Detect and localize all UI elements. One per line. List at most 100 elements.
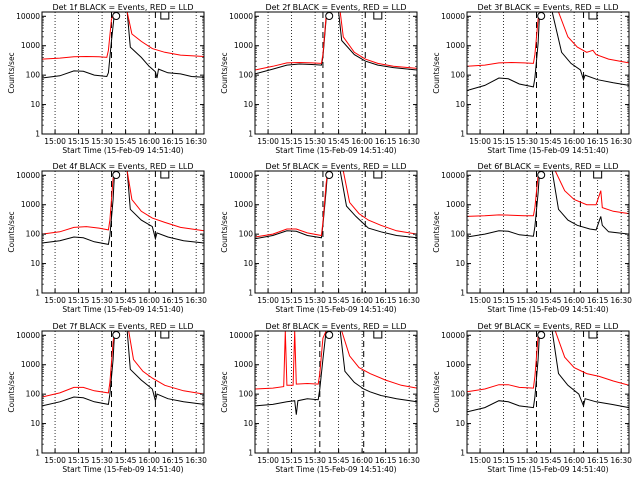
y-tick-label: 1000 [234, 41, 253, 50]
x-tick-label: 16:30 [610, 456, 632, 465]
y-tick-label: 1000 [21, 41, 40, 50]
x-tick-label: 16:30 [398, 137, 420, 146]
x-axis-title: Start Time (15-Feb-09 14:51:40) [275, 465, 396, 474]
x-tick-label: 15:15 [493, 296, 515, 305]
circle-marker [325, 171, 334, 179]
events-series-line [42, 331, 204, 407]
x-tick-label: 15:30 [516, 137, 538, 146]
panel-title: Det 7f BLACK = Events, RED = LLD [52, 322, 193, 331]
y-tick-label: 10000 [229, 331, 253, 340]
events-series-line [467, 331, 629, 413]
y-axis-title: Counts/sec [7, 371, 16, 412]
events-series-line [255, 331, 417, 415]
x-axis-title: Start Time (15-Feb-09 14:51:40) [487, 305, 608, 314]
panel-title: Det 1f BLACK = Events, RED = LLD [52, 3, 193, 12]
square-marker [588, 11, 598, 20]
square-marker [373, 11, 383, 20]
y-axis-title: Counts/sec [432, 371, 441, 412]
panel-title: Det 8f BLACK = Events, RED = LLD [265, 322, 406, 331]
y-tick-label: 100 [239, 71, 254, 80]
square-marker [588, 330, 598, 339]
x-tick-label: 15:15 [281, 137, 303, 146]
x-tick-label: 15:15 [281, 296, 303, 305]
y-tick-label: 1000 [21, 360, 40, 369]
square-marker [160, 170, 170, 179]
x-tick-label: 16:15 [375, 456, 397, 465]
y-tick-label: 1000 [234, 200, 253, 209]
x-tick-label: 15:45 [540, 296, 562, 305]
panel-title: Det 3f BLACK = Events, RED = LLD [477, 3, 618, 12]
x-tick-label: 16:15 [587, 137, 609, 146]
square-marker [373, 330, 383, 339]
circle-marker [112, 171, 121, 179]
x-tick-label: 15:15 [68, 456, 90, 465]
y-axis-title: Counts/sec [432, 52, 441, 93]
y-tick-label: 10 [455, 419, 465, 428]
y-tick-label: 1 [248, 289, 253, 298]
x-axis-title: Start Time (15-Feb-09 14:51:40) [275, 146, 396, 155]
y-tick-label: 10000 [229, 12, 253, 21]
x-tick-label: 15:30 [91, 296, 113, 305]
y-axis-title: Counts/sec [7, 52, 16, 93]
lld-series-line [42, 171, 204, 235]
x-tick-label: 15:00 [257, 456, 279, 465]
circle-marker [537, 171, 546, 179]
x-tick-label: 15:45 [328, 296, 350, 305]
x-tick-label: 16:15 [375, 137, 397, 146]
plot-frame [41, 170, 205, 294]
y-tick-label: 10 [30, 419, 40, 428]
plot-frame [41, 330, 205, 454]
y-tick-label: 10000 [16, 12, 40, 21]
y-tick-label: 10 [30, 259, 40, 268]
lld-series-line [467, 12, 629, 67]
x-axis-title: Start Time (15-Feb-09 14:51:40) [62, 305, 183, 314]
square-marker [160, 330, 170, 339]
x-tick-label: 15:00 [44, 137, 66, 146]
y-axis-title: Counts/sec [220, 52, 229, 93]
x-tick-label: 15:00 [469, 456, 491, 465]
x-tick-label: 16:15 [587, 456, 609, 465]
square-marker [593, 170, 603, 179]
y-axis-title: Counts/sec [7, 211, 16, 252]
y-tick-label: 10000 [441, 171, 465, 180]
x-tick-label: 16:00 [351, 137, 373, 146]
x-tick-label: 16:00 [563, 456, 585, 465]
panel-det3: Det 3f BLACK = Events, RED = LLD 1 10 100 10… [432, 3, 632, 155]
x-tick-label: 16:15 [587, 296, 609, 305]
x-tick-label: 16:00 [563, 137, 585, 146]
x-tick-label: 16:15 [162, 296, 184, 305]
x-tick-label: 15:15 [493, 137, 515, 146]
x-tick-label: 16:00 [138, 456, 160, 465]
y-tick-label: 1 [460, 130, 465, 139]
y-tick-label: 10 [243, 419, 253, 428]
lld-series-line [42, 331, 204, 398]
x-tick-label: 16:15 [162, 137, 184, 146]
y-tick-label: 1 [248, 449, 253, 458]
y-tick-label: 1 [248, 130, 253, 139]
x-tick-label: 15:00 [469, 296, 491, 305]
panel-title: Det 2f BLACK = Events, RED = LLD [265, 3, 406, 12]
x-tick-label: 15:00 [257, 137, 279, 146]
x-tick-label: 16:00 [563, 296, 585, 305]
y-tick-label: 100 [451, 230, 466, 239]
x-tick-label: 15:45 [115, 456, 137, 465]
plot-frame [41, 11, 205, 135]
x-tick-label: 15:00 [469, 137, 491, 146]
y-tick-label: 10000 [16, 331, 40, 340]
y-tick-label: 10 [243, 259, 253, 268]
x-tick-label: 15:00 [257, 296, 279, 305]
x-tick-label: 15:15 [68, 296, 90, 305]
events-series-line [42, 12, 204, 79]
x-tick-label: 15:15 [493, 456, 515, 465]
panel-det2: Det 2f BLACK = Events, RED = LLD 1 10 100 10… [220, 3, 420, 155]
y-tick-label: 10 [455, 259, 465, 268]
x-tick-label: 15:15 [68, 137, 90, 146]
circle-marker [537, 331, 546, 339]
x-tick-label: 15:45 [540, 137, 562, 146]
lld-series-line [255, 331, 417, 390]
x-tick-label: 15:30 [516, 456, 538, 465]
circle-marker [325, 12, 334, 20]
panel-det1: Det 1f BLACK = Events, RED = LLD 1 10 100 10… [7, 3, 207, 155]
x-tick-label: 16:30 [398, 456, 420, 465]
